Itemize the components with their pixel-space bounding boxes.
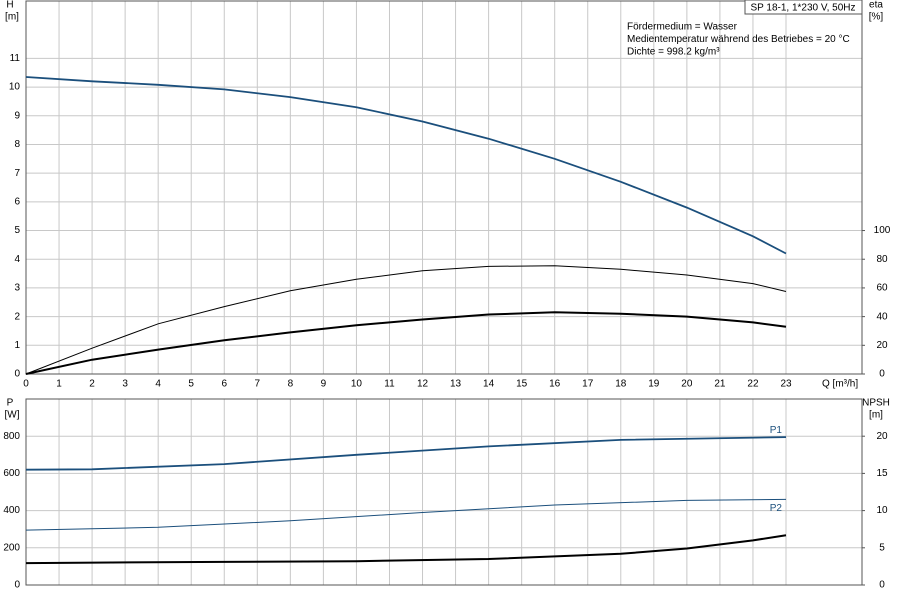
y-axis-unit: [m]: [5, 12, 19, 23]
x-tick-label: 8: [288, 379, 294, 390]
x-tick-label: 20: [681, 379, 693, 390]
x-tick-label: 1: [56, 379, 62, 390]
y-axis-label: P: [7, 398, 14, 409]
annotation: Medientemperatur während des Betriebes =…: [627, 34, 850, 45]
y2-tick-label: 0: [879, 580, 885, 591]
x-tick-label: 4: [155, 379, 161, 390]
y-tick-label: 9: [14, 110, 20, 121]
x-tick-label: 12: [417, 379, 429, 390]
curve: [25, 436, 787, 471]
y2-axis-label: eta: [869, 0, 883, 11]
x-tick-label: 5: [188, 379, 194, 390]
y-tick-label: 6: [14, 196, 20, 207]
x-tick-label: 2: [89, 379, 95, 390]
curve: [25, 76, 787, 255]
y2-tick-label: 0: [879, 369, 885, 380]
x-tick-label: 3: [122, 379, 128, 390]
y-tick-label: 11: [10, 53, 21, 64]
y-tick-label: 1: [14, 340, 20, 351]
x-tick-label: 0: [23, 379, 29, 390]
annotation: Fördermedium = Wasser: [627, 22, 738, 33]
y2-tick-label: 60: [876, 283, 888, 294]
x-tick-label: 18: [615, 379, 627, 390]
y-tick-label: 800: [3, 431, 20, 442]
plot-frame: [25, 398, 863, 586]
y2-axis-unit: [%]: [869, 12, 884, 23]
header-box: [744, 0, 863, 15]
y2-tick-label: 20: [876, 340, 888, 351]
x-tick-label: 10: [351, 379, 363, 390]
y-tick-label: 3: [14, 283, 20, 294]
curve: [25, 534, 787, 565]
y-tick-label: 600: [3, 468, 20, 479]
y-tick-label: 4: [14, 254, 20, 265]
legend-label: P1: [770, 425, 783, 436]
y2-axis-unit: [m]: [869, 410, 883, 421]
y-axis-unit: [W]: [5, 410, 20, 421]
x-tick-label: 19: [648, 379, 660, 390]
y2-tick-label: 10: [876, 505, 888, 516]
curve: [25, 265, 787, 375]
x-tick-label: 13: [450, 379, 462, 390]
x-axis-label: Q [m³/h]: [822, 379, 858, 390]
x-tick-label: 16: [549, 379, 561, 390]
curve: [25, 311, 787, 375]
y-tick-label: 5: [14, 225, 20, 236]
x-tick-label: 9: [321, 379, 327, 390]
y2-tick-label: 15: [876, 468, 888, 479]
y2-tick-label: 5: [879, 542, 885, 553]
x-tick-label: 23: [780, 379, 792, 390]
x-tick-label: 17: [582, 379, 594, 390]
y-axis-label: H: [6, 0, 13, 11]
y-tick-label: 7: [14, 168, 20, 179]
x-tick-label: 22: [747, 379, 759, 390]
y-tick-label: 10: [9, 82, 21, 93]
x-tick-label: 14: [483, 379, 495, 390]
y-tick-label: 400: [3, 505, 20, 516]
x-tick-label: 7: [255, 379, 261, 390]
y-tick-label: 0: [14, 580, 20, 591]
y-tick-label: 200: [3, 542, 20, 553]
y-tick-label: 8: [14, 139, 20, 150]
plot-frame: [25, 0, 863, 375]
x-tick-label: 15: [516, 379, 528, 390]
legend-label: P2: [770, 503, 783, 514]
y-tick-label: 2: [14, 311, 20, 322]
annotation: Dichte = 998.2 kg/m³: [627, 47, 720, 58]
y2-tick-label: 40: [876, 311, 888, 322]
curve: [25, 498, 787, 531]
x-tick-label: 21: [714, 379, 726, 390]
y-tick-label: 0: [14, 369, 20, 380]
y2-tick-label: 100: [874, 225, 891, 236]
y2-tick-label: 80: [876, 254, 888, 265]
x-tick-label: 6: [221, 379, 227, 390]
y2-tick-label: 20: [876, 431, 888, 442]
header: SP 18-1, 1*230 V, 50Hz: [750, 3, 855, 14]
x-tick-label: 11: [384, 379, 395, 390]
y2-axis-label: NPSH: [862, 398, 890, 409]
